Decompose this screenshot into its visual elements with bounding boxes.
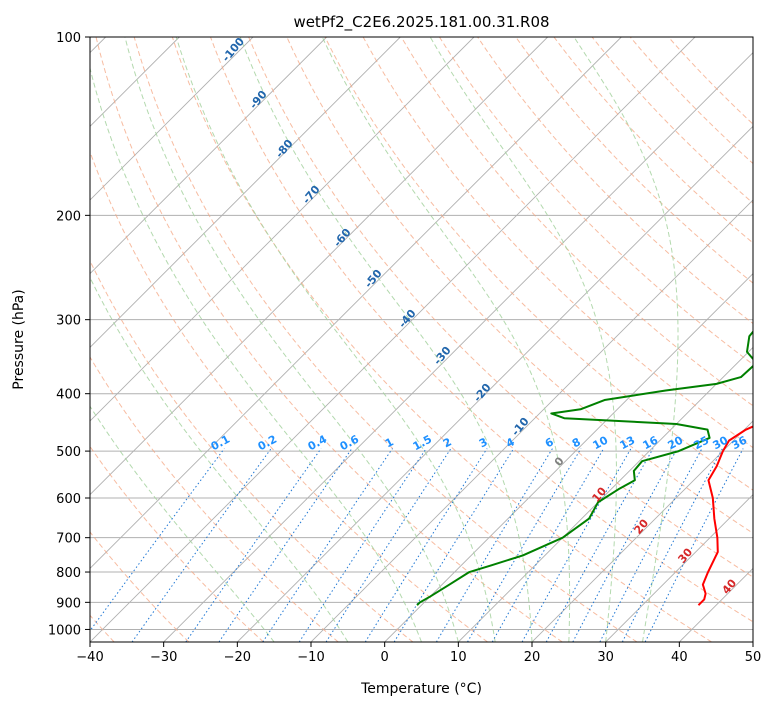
plot-frame (89, 36, 754, 643)
isotherm-line (531, 420, 753, 642)
mixing-ratio-label: 10 (591, 433, 611, 452)
moist-adiabat-line (429, 37, 617, 642)
mixing-ratio-line (90, 448, 225, 632)
isotherm-line (90, 37, 548, 496)
mixing-ratio-label: 30 (711, 433, 731, 452)
dry-adiabat-line (95, 37, 563, 642)
isotherm-line (163, 52, 753, 642)
isotherm-line (90, 37, 475, 422)
y-tick-label: 400 (56, 388, 81, 403)
dry-adiabat-line (90, 259, 414, 642)
x-axis-label: Temperature (°C) (360, 681, 482, 697)
mixing-ratio-line (572, 448, 678, 642)
x-tick-label: 30 (597, 650, 614, 665)
mixing-ratio-line (599, 448, 703, 642)
mixing-ratio-line (621, 448, 723, 642)
moist-adiabat-line (239, 37, 533, 642)
x-axis: −40 −30 −20 −10 0 10 20 30 40 50 (76, 642, 761, 665)
chart-title: wetPf2_C2E6.2025.181.00.31.R08 (293, 13, 549, 32)
mixing-ratio-label: 13 (618, 434, 638, 453)
dry-adiabat-line (90, 356, 339, 642)
x-tick-label: −10 (297, 650, 324, 665)
dry-adiabat-line (90, 445, 264, 642)
background-lines (90, 37, 753, 642)
y-axis-label: Pressure (hPa) (11, 289, 27, 389)
y-tick-label: 500 (56, 445, 81, 460)
x-tick-label: −30 (150, 650, 177, 665)
x-tick-label: 20 (524, 650, 541, 665)
dry-adiabat-line (90, 531, 190, 642)
mixing-ratio-line (185, 448, 322, 642)
y-tick-label: 1000 (48, 623, 81, 638)
temperature-profile (697, 425, 753, 606)
y-tick-label: 700 (56, 532, 81, 547)
isotherm-line (458, 346, 753, 642)
y-tick-label: 900 (56, 596, 81, 611)
dry-adiabat-line (439, 37, 753, 366)
mixing-ratio-line (298, 448, 427, 642)
mixing-ratio-label: 36 (730, 433, 750, 452)
isotherm-line (237, 125, 753, 642)
moist-adiabat-line (573, 37, 679, 642)
dry-adiabat-line (90, 150, 488, 642)
y-tick-label: 300 (56, 314, 81, 329)
x-tick-label: 0 (381, 650, 389, 665)
y-tick-label: 800 (56, 566, 81, 581)
mixing-ratio-line (131, 448, 272, 642)
isotherm-line (90, 37, 622, 569)
y-tick-label: 100 (56, 31, 81, 46)
x-tick-label: −20 (224, 650, 251, 665)
mixing-ratio-line (325, 448, 452, 642)
y-tick-label: 200 (56, 209, 81, 224)
mixing-ratio-line (364, 448, 488, 642)
moist-adiabat-line (90, 405, 275, 642)
dewpoint-profile (416, 330, 753, 606)
mixing-ratio-line (644, 448, 744, 642)
isotherm-line (90, 37, 254, 201)
x-tick-label: 10 (450, 650, 467, 665)
x-tick-label: 40 (671, 650, 688, 665)
moist-adiabat-line (90, 66, 422, 642)
mixing-ratio-line (218, 448, 353, 642)
isotherm-line (605, 494, 753, 642)
y-tick-label: 600 (56, 492, 81, 507)
dry-adiabat-line (324, 37, 753, 491)
isotherm-line (752, 641, 753, 642)
mixing-ratio-line (491, 448, 605, 642)
mixing-ratio-line (262, 448, 393, 642)
moist-adiabat-line (90, 276, 349, 642)
isotherm-line (90, 37, 401, 348)
mixing-ratio-label: 25 (692, 434, 712, 453)
dry-adiabat-line (210, 37, 753, 623)
y-axis: 100 200 300 400 500 600 700 800 900 1000 (48, 31, 90, 638)
mixing-ratio-line (393, 448, 515, 642)
plot-background (90, 37, 753, 642)
moist-adiabat-line (175, 37, 496, 642)
x-tick-label: −40 (76, 650, 103, 665)
series-group (416, 330, 753, 606)
mixing-ratio-label: 16 (641, 433, 661, 452)
mixing-ratio-line (467, 448, 582, 642)
dry-adiabat-line (133, 37, 638, 642)
mixing-ratio-label: 20 (666, 433, 686, 452)
isotherm-line (384, 273, 753, 642)
dry-adiabat-line (400, 37, 753, 407)
x-tick-label: 50 (745, 650, 762, 665)
moist-adiabat-line (124, 37, 459, 642)
isotherm-line (90, 37, 327, 275)
plot-area: -100-90-80-70-60-50-40-30-20-10010203040… (89, 36, 754, 643)
dry-adiabat-line (515, 37, 753, 284)
dry-adiabat-line (171, 37, 712, 642)
moist-adiabat-line (321, 37, 571, 642)
